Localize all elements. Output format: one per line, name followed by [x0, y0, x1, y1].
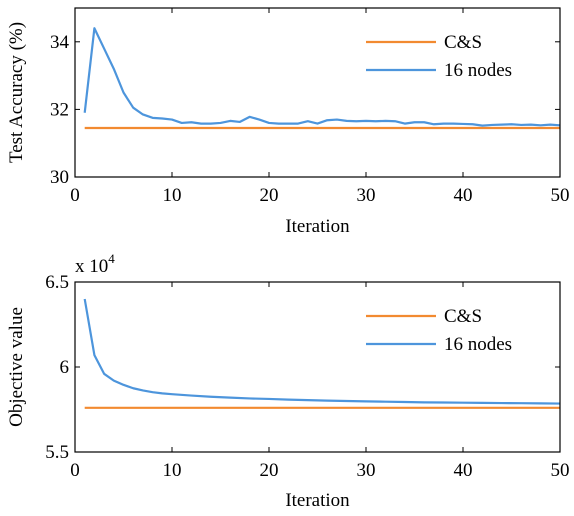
y-tick-label: 30 [50, 167, 69, 188]
y-tick-label: 34 [50, 32, 70, 53]
x-tick-label: 30 [357, 460, 376, 481]
y-tick-label: 6 [60, 357, 70, 378]
legend-label-cs: C&S [444, 306, 482, 327]
x-tick-label: 10 [163, 185, 182, 206]
legend-label-16-nodes: 16 nodes [444, 334, 512, 355]
x-tick-label: 0 [70, 460, 80, 481]
x-tick-label: 50 [551, 185, 570, 206]
x-tick-label: 10 [163, 460, 182, 481]
y-tick-label: 5.5 [45, 442, 69, 463]
plot-frame [74, 7, 561, 178]
x-tick-label: 30 [357, 185, 376, 206]
y-axis-label: Test Accuracy (%) [6, 22, 27, 163]
series-line-16-nodes [83, 27, 561, 127]
y-tick-label: 6.5 [45, 272, 69, 293]
x-tick-label: 20 [260, 460, 279, 481]
y-exponent-label: x 104 [75, 251, 115, 277]
y-tick-label: 32 [50, 99, 69, 120]
x-axis-label: Iteration [285, 490, 350, 511]
plot-frame [74, 281, 561, 453]
x-tick-label: 50 [551, 460, 570, 481]
x-tick-label: 40 [454, 460, 473, 481]
x-axis-label: Iteration [285, 216, 350, 237]
legend-label-cs: C&S [444, 32, 482, 53]
x-tick-label: 0 [70, 185, 80, 206]
x-tick-label: 40 [454, 185, 473, 206]
y-axis-label: Objective value [6, 307, 27, 427]
series-line-16-nodes [83, 298, 561, 405]
chart-panel-2: 0 10 20 30 40 50 5.5 6 6.5 Iteration Objective val… [6, 251, 570, 511]
chart-panel-1: 0 10 20 30 40 50 30 32 34 Iteration Test Accuracy … [6, 7, 570, 237]
legend-label-16-nodes: 16 nodes [444, 60, 512, 81]
x-tick-label: 20 [260, 185, 279, 206]
